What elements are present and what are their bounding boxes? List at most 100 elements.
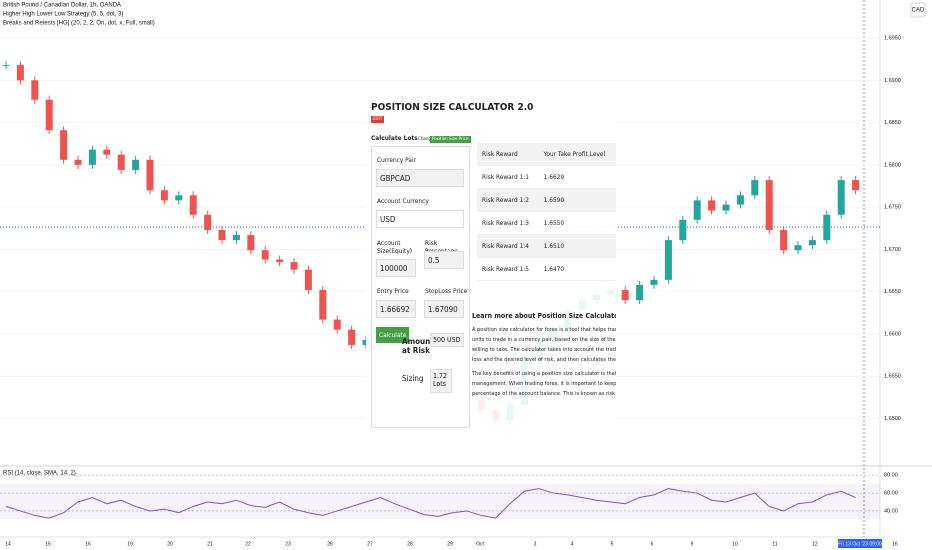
currency-button[interactable] — [910, 2, 926, 18]
x-tick-label: Fri 13 Oct '23 09:00 — [838, 541, 882, 547]
y-tick-label: 1.6550 — [884, 374, 901, 380]
label: Account Currency — [377, 197, 429, 205]
candle — [852, 180, 860, 191]
candle — [60, 130, 68, 160]
candle — [88, 149, 96, 165]
pair-input[interactable]: GBPCAD — [376, 169, 464, 187]
currency[interactable]: CAD — [912, 8, 925, 14]
candle — [319, 289, 327, 320]
candle — [708, 200, 716, 211]
text-line: management. When trading forex, it is im… — [472, 381, 616, 387]
table-row: Risk Reward 1:1 1.6629 — [477, 165, 616, 189]
table-row: Risk Reward Your Take Profit Level — [477, 143, 616, 166]
candle — [794, 245, 802, 251]
x-tick-label: 16 — [892, 541, 898, 547]
text-line: loss and the desired level of risk, and … — [472, 357, 616, 363]
stop-input[interactable]: 1.67090 — [424, 300, 464, 318]
candle — [722, 204, 730, 211]
x-tick-label: 4 — [571, 541, 574, 547]
risk-input[interactable]: 0.5 — [424, 251, 464, 269]
y-tick-label: 1.6900 — [884, 78, 901, 84]
article-heading: Learn more about Position Size Calculato… — [472, 312, 616, 320]
crosshair-label-bg — [838, 539, 882, 548]
text-line: A position size calculator for forex is … — [472, 327, 616, 333]
candle — [650, 279, 658, 285]
text-line: percentage of the account balance. This … — [472, 391, 616, 397]
candle — [765, 180, 773, 230]
candle — [146, 159, 154, 191]
table-cell: Risk Reward 1:3 — [477, 211, 539, 235]
entry-input[interactable]: 1.66692 — [376, 300, 416, 318]
candle — [693, 200, 701, 220]
y-tick-label: 1.6850 — [884, 120, 901, 126]
take-profit-table: Risk Reward Your Take Profit Level Risk Re… — [477, 143, 616, 281]
candle — [621, 289, 629, 301]
candle — [348, 329, 356, 345]
candle — [664, 240, 672, 280]
table-row: Risk Reward 1:4 1.6510 — [477, 234, 616, 258]
table-cell: 1.6590 — [538, 188, 616, 212]
paragraph: The key benefits of using a position siz… — [472, 369, 616, 399]
candle — [837, 180, 845, 215]
indicator: Higher High Lower Low Strategy (5, 5, do… — [3, 12, 123, 18]
label: Account Size(Equity) — [377, 239, 413, 255]
candle — [290, 262, 298, 270]
symbol: British Pound / Canadian Dollar, 1h, OAN… — [3, 3, 121, 9]
candle — [333, 319, 341, 330]
label: StopLoss Price — [425, 287, 468, 295]
x-tick-label: Oct — [476, 541, 484, 547]
candle — [175, 195, 183, 201]
table-cell: Risk Reward 1:1 — [477, 165, 539, 189]
x-tick-label: 10 — [732, 541, 738, 547]
y-tick-label: 80.00 — [884, 473, 898, 479]
table-header: Risk Reward — [477, 143, 539, 166]
y-tick-label: 1.6700 — [884, 247, 901, 253]
table-row: Risk Reward 1:2 1.6590 — [477, 188, 616, 212]
table-cell: Risk Reward 1:5 — [477, 257, 539, 281]
label: Sizing — [402, 374, 424, 383]
x-tick-label: 21 — [207, 541, 213, 547]
x-tick-label: 19 — [127, 541, 133, 547]
size-input[interactable]: 100000 — [376, 259, 416, 277]
x-tick-label: 5 — [611, 541, 614, 547]
paragraph: A position size calculator for forex is … — [472, 325, 616, 365]
x-tick-label: 20 — [167, 541, 173, 547]
table-header: Your Take Profit Level — [538, 143, 616, 166]
toggle[interactable]: Position Size Price — [430, 136, 471, 143]
table-cell: 1.6629 — [538, 165, 616, 189]
rsi-title: RSI (14, close, SMA, 14, 2) — [3, 471, 76, 477]
edit-badge[interactable]: EDIT — [371, 116, 385, 123]
x-tick-label: 27 — [367, 541, 373, 547]
x-tick-label: 22 — [245, 541, 251, 547]
x-tick-label: 6 — [651, 541, 654, 547]
text-line: units to trade in a currency pair, based… — [472, 337, 616, 343]
currency-select[interactable]: USD — [376, 210, 464, 228]
candle — [218, 229, 226, 241]
x-tick-label: 23 — [285, 541, 291, 547]
candle — [751, 180, 759, 196]
candle — [261, 250, 269, 260]
candle — [160, 190, 168, 201]
y-tick-label: 1.6600 — [884, 331, 901, 337]
text-line: willing to take. The calculator takes in… — [472, 347, 616, 353]
calculate-button[interactable]: Calculate — [376, 327, 410, 343]
x-tick-label: 14 — [5, 541, 11, 547]
candle — [808, 240, 816, 246]
y-tick-label: 1.6950 — [884, 35, 901, 41]
candle — [232, 235, 240, 241]
candle — [189, 195, 197, 215]
price-axis-bg — [880, 0, 932, 550]
table-cell: 1.6550 — [538, 211, 616, 235]
candle — [204, 214, 212, 230]
label: Currency Pair — [377, 156, 417, 164]
candle — [31, 80, 39, 100]
x-tick-label: 12 — [812, 541, 818, 547]
candle — [45, 99, 53, 131]
x-tick-label: 15 — [45, 541, 51, 547]
section: Calculate Lots — [371, 134, 418, 142]
y-tick-label: 1.6500 — [884, 416, 901, 422]
y-tick-label: 40.00 — [884, 508, 898, 514]
x-tick-label: 3 — [534, 541, 537, 547]
table-cell: 1.6510 — [538, 234, 616, 258]
table-cell: Risk Reward 1:2 — [477, 188, 539, 212]
